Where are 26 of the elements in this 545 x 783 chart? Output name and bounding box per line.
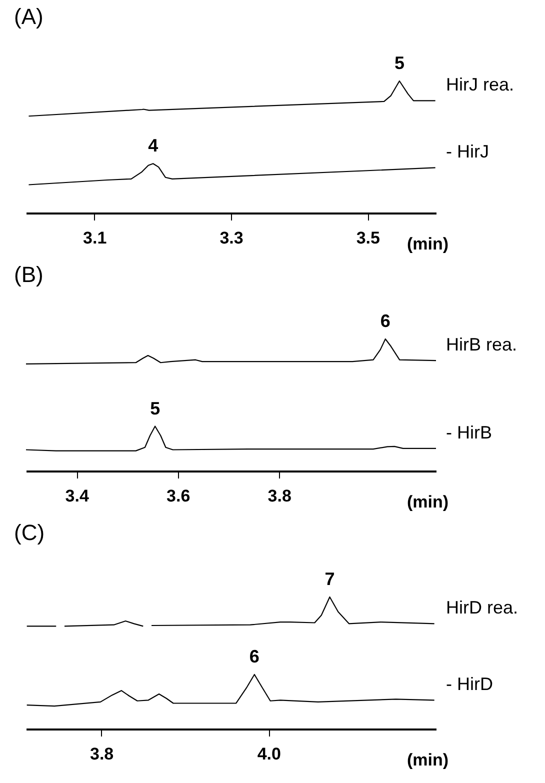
- series-label: - HirB: [446, 422, 492, 442]
- annotation: 6: [249, 646, 260, 666]
- series-label: - HirD: [446, 674, 493, 694]
- series-label: - HirJ: [446, 142, 489, 162]
- x-tick-label: 4.0: [257, 744, 281, 764]
- x-tick-label: 3.1: [83, 228, 107, 248]
- chart-title: (C): [14, 520, 45, 545]
- x-tick-label: 3.5: [356, 228, 380, 248]
- x-axis-title: (min): [406, 492, 448, 512]
- chart-title: (A): [14, 4, 44, 29]
- series-label: HirD rea.: [446, 598, 518, 618]
- series-label: HirJ rea.: [446, 74, 514, 95]
- x-tick-label: 3.8: [268, 486, 292, 506]
- series-label: HirB rea.: [446, 334, 518, 355]
- x-tick-label: 3.3: [220, 228, 244, 248]
- annotation: 7: [324, 569, 335, 589]
- chart-title: (B): [14, 262, 44, 287]
- annotation: 5: [394, 53, 404, 73]
- annotation: 4: [148, 136, 158, 156]
- annotation: 5: [150, 398, 160, 418]
- x-axis-title: (min): [406, 750, 448, 770]
- annotation: 6: [380, 311, 390, 331]
- x-tick-label: 3.6: [166, 486, 190, 506]
- x-tick-label: 3.8: [90, 744, 114, 764]
- x-tick-label: 3.4: [65, 486, 90, 506]
- x-axis-title: (min): [406, 234, 448, 254]
